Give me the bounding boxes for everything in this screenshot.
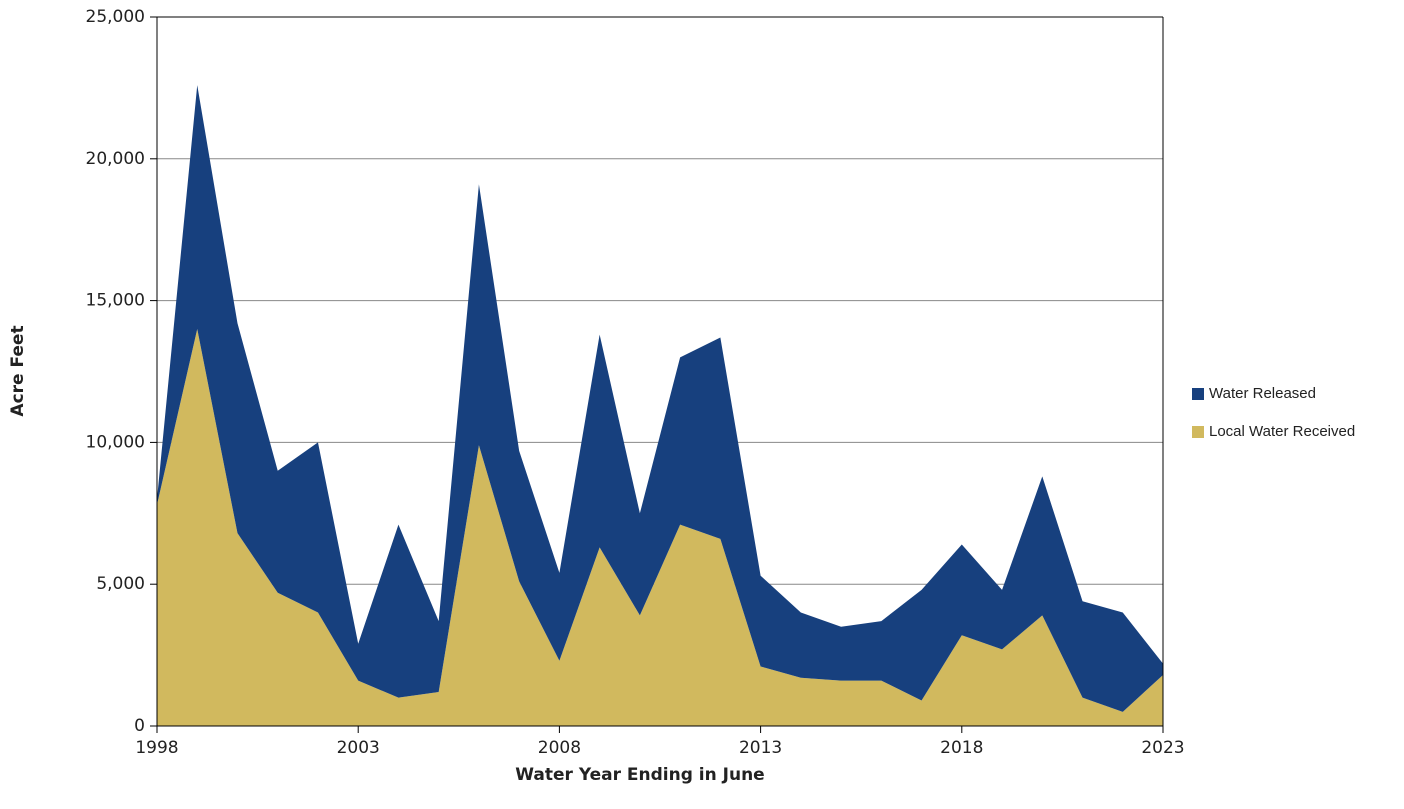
y-tick-label: 25,000: [86, 7, 145, 27]
x-tick-label: 2008: [538, 738, 581, 758]
legend-swatch: [1192, 388, 1204, 400]
y-axis-title: Acre Feet: [8, 325, 28, 416]
x-tick-label: 2003: [337, 738, 380, 758]
x-tick-label: 2013: [739, 738, 782, 758]
x-tick-label: 2018: [940, 738, 983, 758]
y-tick-label: 20,000: [86, 149, 145, 169]
y-tick-label: 10,000: [86, 432, 145, 452]
x-tick-label: 2023: [1141, 738, 1184, 758]
legend-swatch: [1192, 426, 1204, 438]
x-tick-label: 1998: [135, 738, 178, 758]
x-axis-title: Water Year Ending in June: [515, 765, 764, 785]
y-tick-label: 15,000: [86, 291, 145, 311]
area: [157, 85, 1163, 712]
legend-label: Local Water Received: [1209, 423, 1355, 440]
legend-label: Water Released: [1209, 385, 1316, 402]
y-tick-label: 5,000: [96, 574, 145, 594]
y-tick-label: 0: [134, 716, 145, 736]
area: [157, 328, 1163, 726]
